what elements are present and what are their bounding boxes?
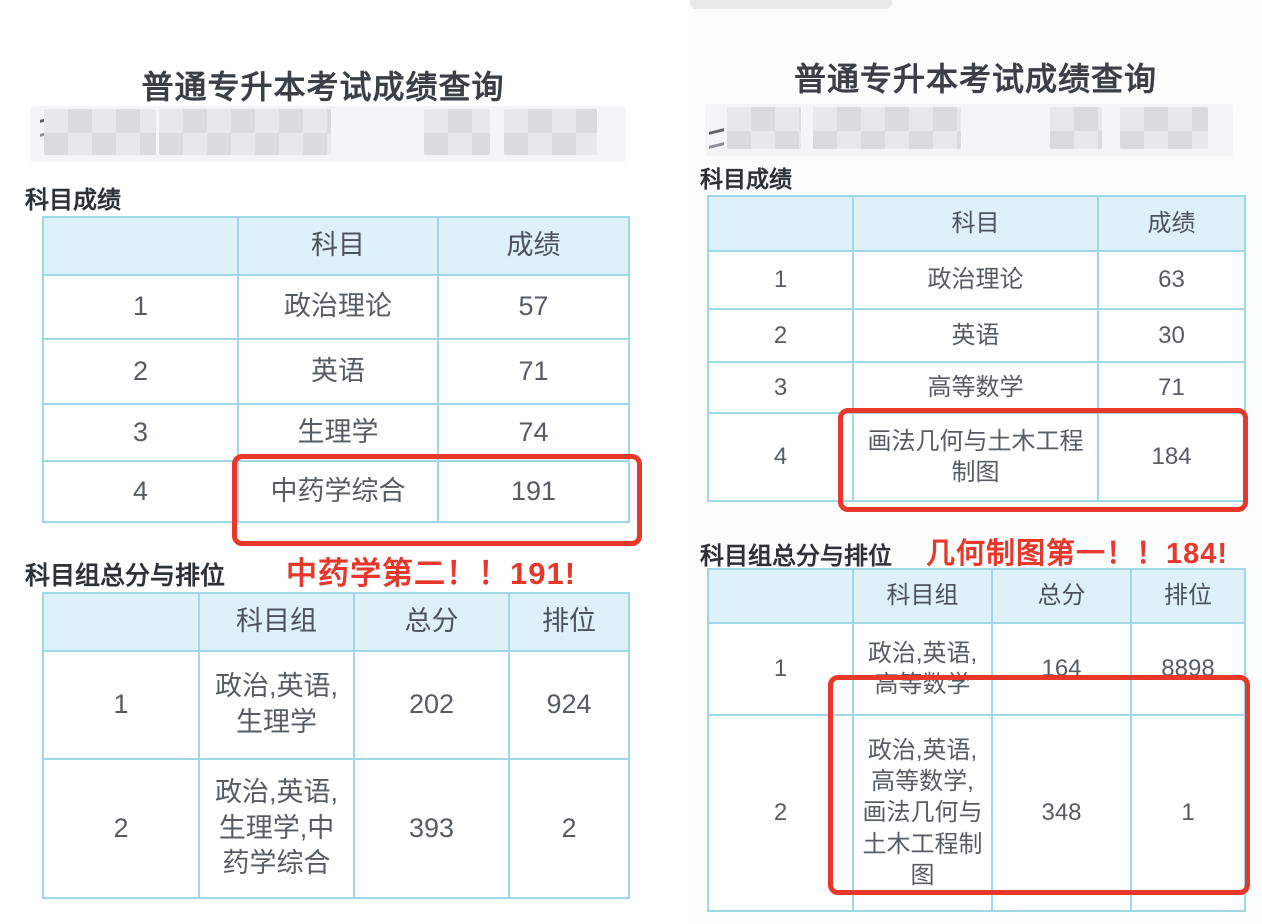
redaction-block (1120, 107, 1208, 149)
header-cell: 科目组 (852, 568, 993, 624)
cell-subject-group: 政治,英语,生理学,中药学综合 (198, 758, 355, 899)
score-annotation: 几何制图第一！！184! (926, 538, 1229, 570)
table-row: 1 政治,英语,生理学 202 924 (42, 650, 630, 760)
cell-score: 63 (1097, 250, 1246, 310)
table-row: 2 政治,英语,生理学,中药学综合 393 2 (42, 758, 630, 899)
table-header-row: 科目 成绩 (42, 216, 630, 276)
subject-scores-table: 科目 成绩 1 政治理论 57 2 英语 71 3 生理学 74 4 中药学综合 (42, 216, 630, 523)
redaction-block (424, 109, 490, 155)
header-cell: 成绩 (1097, 195, 1246, 252)
table-row: 4 中药学综合 191 (42, 460, 630, 523)
redaction-block (727, 107, 801, 149)
redaction-block (159, 109, 331, 155)
header-cell (42, 216, 239, 276)
table-row: 1 政治理论 63 (707, 250, 1246, 310)
header-cell: 排位 (1130, 568, 1246, 624)
section-title-group-totals: 科目组总分与排位 (700, 543, 892, 570)
table-row: 4 画法几何与土木工程制图 184 (707, 412, 1246, 502)
subject-scores-table: 科目 成绩 1 政治理论 63 2 英语 30 3 高等数学 71 4 画法几何… (707, 195, 1246, 502)
header-cell: 排位 (508, 592, 630, 652)
redacted-personal-info (30, 106, 626, 162)
page-title: 普通专升本考试成绩查询 (793, 61, 1157, 97)
table-row: 1 政治理论 57 (42, 274, 630, 340)
section-title-group-totals: 科目组总分与排位 (25, 562, 226, 590)
cell-rank: 924 (508, 650, 630, 760)
cell-index: 3 (42, 403, 239, 462)
cell-subject: 英语 (237, 338, 439, 405)
right-score-report: 普通专升本考试成绩查询 科目成绩 科目 成绩 1 政治理论 63 2 英 (688, 0, 1262, 924)
cell-subject-group: 政治,英语,高等数学 (852, 622, 993, 716)
cell-subject: 中药学综合 (237, 460, 439, 523)
cell-subject: 政治理论 (237, 274, 439, 340)
cell-score: 30 (1097, 308, 1246, 363)
cell-index: 2 (707, 308, 854, 363)
left-score-report: 普通专升本考试成绩查询 科目成绩 科目 成绩 1 政治理论 57 2 英 (25, 69, 642, 899)
table-row: 3 高等数学 71 (707, 361, 1246, 414)
header-cell: 科目 (237, 216, 439, 276)
group-totals-table: 科目组 总分 排位 1 政治,英语,高等数学 164 8898 2 政治,英语,… (707, 568, 1246, 912)
cell-subject: 高等数学 (852, 361, 1099, 414)
table-header-row: 科目 成绩 (707, 195, 1246, 252)
table-row: 2 政治,英语,高等数学,画法几何与土木工程制图 348 1 (707, 714, 1246, 912)
cell-index: 1 (42, 274, 239, 340)
cell-index: 1 (707, 250, 854, 310)
cell-index: 4 (42, 460, 239, 523)
header-cell (42, 592, 200, 652)
score-annotation: 中药学第二！！191! (286, 556, 577, 591)
cell-subject-group: 政治,英语,高等数学,画法几何与土木工程制图 (852, 714, 993, 912)
cell-score: 71 (1097, 361, 1246, 414)
cell-score: 57 (437, 274, 630, 340)
cell-index: 1 (42, 650, 200, 760)
highlight-box-subject4 (838, 408, 1248, 512)
redaction-block (1050, 107, 1102, 149)
group-totals-table: 科目组 总分 排位 1 政治,英语,生理学 202 924 2 政治,英语,生理… (42, 592, 630, 899)
table-header-row: 科目组 总分 排位 (42, 592, 630, 652)
highlight-box-group2 (828, 675, 1250, 895)
table-row: 3 生理学 74 (42, 403, 630, 462)
table-row: 2 英语 71 (42, 338, 630, 405)
header-cell (707, 568, 854, 624)
redaction-mark (709, 128, 724, 149)
cell-index: 2 (42, 758, 200, 899)
top-edge-artifact (690, 0, 892, 9)
cell-total: 164 (991, 622, 1132, 716)
cell-subject-group: 政治,英语,生理学 (198, 650, 355, 760)
header-cell: 成绩 (437, 216, 630, 276)
redaction-block (813, 107, 961, 149)
header-cell: 科目 (852, 195, 1099, 252)
cell-index: 2 (42, 338, 239, 405)
table-row: 2 英语 30 (707, 308, 1246, 363)
cell-score: 191 (437, 460, 630, 523)
cell-subject: 画法几何与土木工程制图 (852, 412, 1099, 502)
cell-index: 3 (707, 361, 854, 414)
cell-rank: 1 (1130, 714, 1246, 912)
section-title-subject-scores: 科目成绩 (25, 187, 121, 214)
highlight-box-subject4 (232, 454, 642, 546)
page-title: 普通专升本考试成绩查询 (141, 69, 505, 105)
header-cell (707, 195, 854, 252)
header-cell: 科目组 (198, 592, 355, 652)
cell-subject: 政治理论 (852, 250, 1099, 310)
cell-score: 74 (437, 403, 630, 462)
cell-total: 393 (353, 758, 510, 899)
cell-index: 4 (707, 412, 854, 502)
cell-rank: 8898 (1130, 622, 1246, 716)
table-header-row: 科目组 总分 排位 (707, 568, 1246, 624)
cell-score: 184 (1097, 412, 1246, 502)
redaction-block (504, 109, 597, 155)
redacted-personal-info (705, 104, 1233, 156)
cell-total: 202 (353, 650, 510, 760)
cell-score: 71 (437, 338, 630, 405)
cell-total: 348 (991, 714, 1132, 912)
cell-subject: 生理学 (237, 403, 439, 462)
header-cell: 总分 (991, 568, 1132, 624)
header-cell: 总分 (353, 592, 510, 652)
redaction-block (44, 109, 156, 155)
cell-rank: 2 (508, 758, 630, 899)
cell-subject: 英语 (852, 308, 1099, 363)
section-title-subject-scores: 科目成绩 (700, 166, 792, 192)
